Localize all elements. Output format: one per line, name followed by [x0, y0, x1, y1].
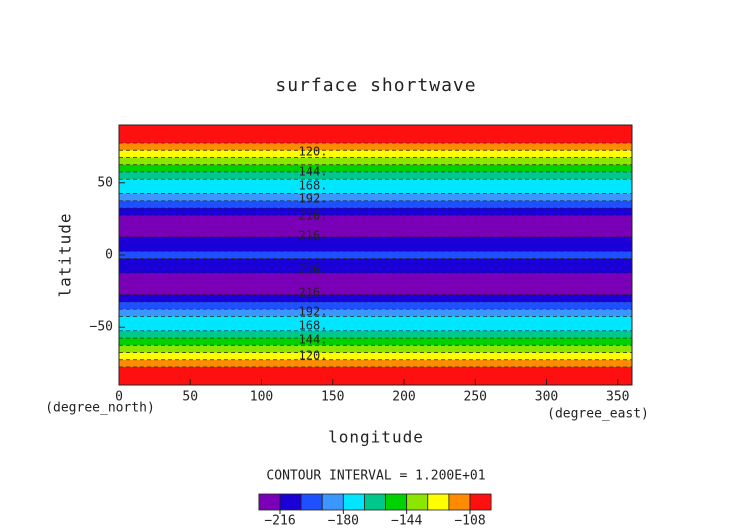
- contour-label: 192.: [299, 192, 328, 206]
- contour-band: [119, 229, 632, 238]
- contour-band: [119, 236, 632, 245]
- contour-label: 144.: [299, 333, 328, 347]
- colorbar-box: [342, 493, 365, 511]
- colorbar-box: [448, 493, 471, 511]
- contour-band: [119, 359, 632, 368]
- x-tick-label: 350: [606, 390, 629, 405]
- contour-band: [119, 374, 632, 382]
- contour-label: 168.: [299, 319, 328, 333]
- contour-label: 216.: [299, 229, 328, 243]
- contour-band: [119, 323, 632, 332]
- contour-band: [119, 135, 632, 144]
- colorbar-box: [321, 493, 344, 511]
- y-tick-label: 50: [97, 175, 113, 190]
- contour-band: [119, 366, 632, 375]
- contour-band: [119, 215, 632, 223]
- colorbar-tick-label: −216: [264, 514, 295, 529]
- contour-band: [119, 186, 632, 195]
- contour-label: 192.: [299, 305, 328, 319]
- contour-note: CONTOUR INTERVAL = 1.200E+01: [266, 469, 485, 484]
- x-tick-label: 200: [392, 390, 415, 405]
- contour-label: 168.: [299, 179, 328, 193]
- contour-band: [119, 381, 632, 386]
- y-axis-label: latitude: [56, 212, 75, 297]
- contour-band: [119, 345, 632, 353]
- colorbar-tick-label: −180: [328, 514, 359, 529]
- contour-label: 120.: [299, 145, 328, 159]
- contour-band: [119, 301, 632, 310]
- x-tick-label: 50: [182, 390, 198, 405]
- contour-band: [119, 128, 632, 137]
- colorbar-tick-label: −108: [454, 514, 485, 529]
- x-tick-label: 100: [250, 390, 273, 405]
- contour-band: [119, 330, 632, 339]
- contour-band: [119, 164, 632, 173]
- contour-band: [119, 265, 632, 274]
- x-tick-label: 150: [321, 390, 344, 405]
- colorbar-box: [300, 493, 323, 511]
- chart-title: surface shortwave: [275, 75, 476, 96]
- colorbar-box: [364, 493, 386, 511]
- contour-band: [119, 294, 632, 303]
- colorbar-box: [406, 493, 429, 511]
- contour-band: [119, 125, 632, 130]
- colorbar-box: [385, 493, 408, 511]
- contour-band: [119, 157, 632, 166]
- contour-band: [119, 179, 632, 187]
- x-axis-label: longitude: [328, 428, 424, 447]
- contour-band: [119, 244, 632, 252]
- y-tick-label: −50: [90, 320, 113, 335]
- contour-band: [119, 280, 632, 288]
- contour-band: [119, 258, 632, 267]
- y-units: (degree_north): [45, 401, 155, 416]
- colorbar-box: [469, 493, 492, 511]
- colorbar-box: [279, 493, 302, 511]
- x-tick-label: 0: [115, 390, 123, 405]
- contour-band: [119, 309, 632, 317]
- contour-label: 216.: [299, 286, 328, 300]
- y-tick-label: 0: [105, 248, 113, 263]
- contour-label: 144.: [299, 165, 328, 179]
- contour-band: [119, 316, 632, 325]
- contour-label: 120.: [299, 349, 328, 363]
- contour-band: [119, 150, 632, 158]
- contour-band: [119, 208, 632, 216]
- contour-band: [119, 352, 632, 361]
- contour-band: [119, 222, 632, 231]
- contour-label: 216.: [299, 263, 328, 277]
- contour-label: 216.: [299, 209, 328, 223]
- contour-band: [119, 287, 632, 296]
- contour-band: [119, 338, 632, 346]
- colorbar-tick-label: −144: [391, 514, 422, 529]
- contour-band: [119, 273, 632, 281]
- x-units: (degree_east): [547, 407, 649, 422]
- contour-band: [119, 193, 632, 202]
- colorbar-box: [258, 493, 281, 511]
- contour-band: [119, 171, 632, 180]
- contour-band: [119, 143, 632, 151]
- x-tick-label: 250: [464, 390, 487, 405]
- colorbar-box: [427, 493, 450, 511]
- contour-band: [119, 251, 632, 260]
- x-tick-label: 300: [535, 390, 558, 405]
- contour-band: [119, 200, 632, 209]
